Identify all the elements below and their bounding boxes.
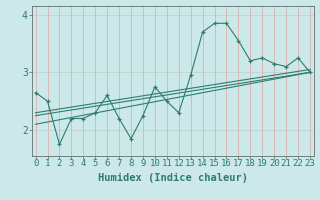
X-axis label: Humidex (Indice chaleur): Humidex (Indice chaleur) bbox=[98, 173, 248, 183]
